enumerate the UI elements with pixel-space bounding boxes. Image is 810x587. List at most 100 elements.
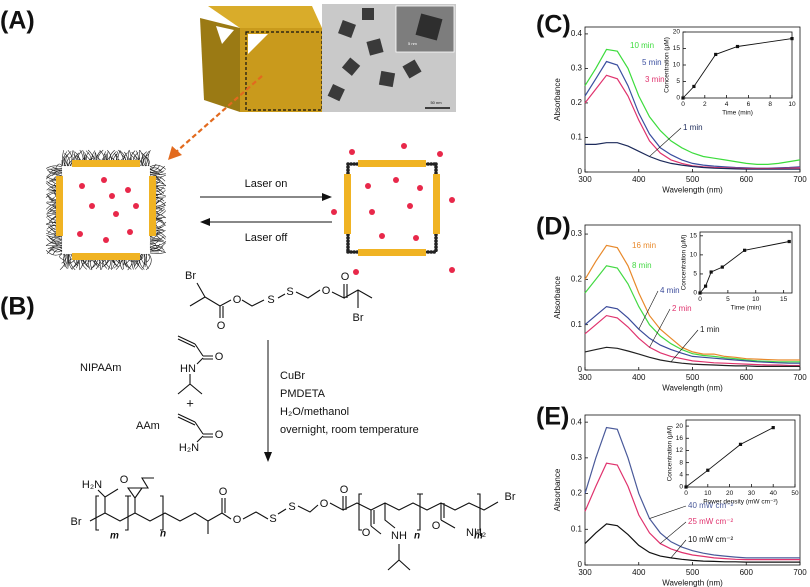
condition: CuBr bbox=[280, 370, 305, 382]
y-tick-label: 20 bbox=[676, 423, 684, 430]
spectrum-line bbox=[584, 523, 800, 563]
atom: O bbox=[233, 294, 242, 306]
laser-off-label: Laser off bbox=[245, 232, 289, 244]
y-tick-label: 10 bbox=[690, 252, 698, 259]
x-axis-label: Wavelength (nm) bbox=[662, 186, 723, 195]
drug-molecule bbox=[449, 267, 455, 273]
plus: + bbox=[186, 395, 194, 410]
leader-line bbox=[649, 127, 682, 157]
atom: O bbox=[320, 498, 329, 510]
x-tick-label: 5 bbox=[726, 296, 730, 303]
condition: H₂O/methanol bbox=[280, 406, 349, 418]
tem-particle bbox=[402, 59, 422, 79]
atom: O bbox=[219, 486, 228, 498]
data-point bbox=[735, 44, 740, 49]
y-tick-label: 0 bbox=[578, 365, 583, 374]
spectrum-line bbox=[584, 48, 801, 165]
y-tick-label: 0.4 bbox=[571, 29, 583, 38]
atom: HN bbox=[180, 363, 196, 375]
data-point bbox=[743, 248, 747, 252]
data-point bbox=[692, 84, 696, 89]
x-tick-label: 500 bbox=[686, 175, 700, 184]
gold-wall bbox=[72, 253, 140, 260]
drug-molecule bbox=[417, 185, 423, 191]
bonds bbox=[189, 282, 373, 318]
y-tick-label: 0.2 bbox=[571, 489, 583, 498]
drug-molecule bbox=[449, 197, 455, 203]
panel-label: (A) bbox=[0, 7, 35, 35]
y-tick-label: 10 bbox=[673, 62, 681, 69]
x-tick-label: 700 bbox=[793, 568, 807, 577]
y-tick-label: 0 bbox=[578, 560, 583, 569]
atom: NH₂ bbox=[466, 527, 486, 539]
repeat-index: m bbox=[110, 531, 119, 542]
y-tick-label: 0.3 bbox=[571, 229, 583, 238]
series-label: 1 min bbox=[683, 123, 703, 132]
gold-wall bbox=[358, 160, 426, 167]
atom: Br bbox=[353, 312, 364, 324]
drug-molecule bbox=[77, 231, 83, 237]
y-tick-label: 15 bbox=[690, 233, 698, 240]
drug-molecule bbox=[393, 177, 399, 183]
atom: O bbox=[215, 429, 224, 441]
bonds bbox=[177, 413, 213, 443]
series-label: 3 min bbox=[645, 75, 665, 84]
bonds bbox=[177, 335, 213, 395]
data-point bbox=[703, 284, 708, 288]
gold-wall bbox=[56, 176, 63, 236]
drug-molecule bbox=[413, 235, 419, 241]
spectrum-line bbox=[584, 305, 800, 364]
arrow-head bbox=[168, 146, 182, 160]
y-axis-label: Absorbance bbox=[553, 78, 562, 121]
y-tick-label: 20 bbox=[673, 29, 681, 36]
series-label: 8 min bbox=[632, 261, 652, 270]
panel-label: (C) bbox=[536, 11, 571, 39]
tem-particle bbox=[327, 84, 345, 102]
atom: O bbox=[215, 351, 224, 363]
atom: NH bbox=[391, 530, 407, 542]
x-tick-label: 300 bbox=[578, 175, 592, 184]
spectrum-line bbox=[584, 462, 800, 561]
polymer-brush bbox=[45, 149, 167, 271]
data-point bbox=[790, 37, 794, 41]
drug-molecule bbox=[133, 203, 139, 209]
spectrum-line bbox=[585, 142, 800, 170]
series-label: 4 min bbox=[660, 286, 680, 295]
drug-molecule bbox=[79, 183, 85, 189]
tem-particle bbox=[415, 13, 443, 41]
bonds bbox=[89, 477, 499, 571]
drug-molecule bbox=[353, 269, 359, 275]
tem-particle bbox=[341, 57, 361, 76]
series-label: 10 mW cm⁻² bbox=[688, 535, 733, 544]
y-tick-label: 15 bbox=[673, 45, 681, 52]
y-tick-label: 0.2 bbox=[571, 98, 583, 107]
panel-label: (D) bbox=[536, 213, 571, 241]
x-tick-label: 300 bbox=[578, 373, 592, 382]
x-axis-label: Power density (mW cm⁻²) bbox=[703, 499, 778, 506]
x-tick-label: 300 bbox=[578, 568, 592, 577]
gold-wall bbox=[149, 176, 156, 236]
drug-molecule bbox=[349, 149, 355, 155]
y-tick-label: 16 bbox=[676, 435, 684, 442]
y-tick-label: 0 bbox=[693, 290, 697, 297]
repeat-index: n bbox=[160, 529, 166, 540]
monomer-name: AAm bbox=[136, 420, 160, 432]
y-tick-label: 0.1 bbox=[571, 524, 583, 533]
series-label: 40 mW cm⁻² bbox=[688, 501, 733, 510]
y-tick-label: 0.1 bbox=[571, 320, 583, 329]
atom: O bbox=[432, 520, 441, 532]
x-tick-label: 0 bbox=[681, 101, 685, 108]
drug-molecule bbox=[113, 211, 119, 217]
data-point bbox=[720, 265, 724, 269]
cube-side bbox=[200, 18, 240, 112]
data-point bbox=[709, 270, 713, 274]
tem-particle bbox=[338, 20, 356, 38]
y-tick-label: 0 bbox=[578, 167, 583, 176]
x-tick-label: 400 bbox=[632, 568, 646, 577]
spectrum-line bbox=[584, 426, 800, 559]
laser-on-label: Laser on bbox=[245, 178, 288, 190]
spectrum-line bbox=[584, 346, 800, 367]
x-tick-label: 500 bbox=[686, 373, 700, 382]
series-label: 25 mW cm⁻² bbox=[688, 517, 733, 526]
y-tick-label: 0.4 bbox=[571, 417, 583, 426]
